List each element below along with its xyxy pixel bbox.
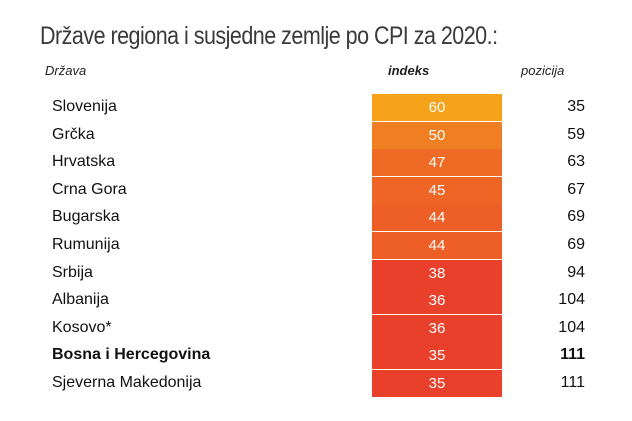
index-cell: 35 bbox=[372, 342, 502, 369]
index-cell: 36 bbox=[372, 287, 502, 314]
index-cell: 47 bbox=[372, 149, 502, 176]
index-cell: 50 bbox=[372, 122, 502, 149]
table-row: Crna Gora 45 67 bbox=[0, 176, 632, 204]
header-index: indeks bbox=[388, 63, 430, 78]
country-name: Crna Gora bbox=[52, 181, 127, 198]
country-name: Albanija bbox=[52, 291, 109, 308]
table-row: Hrvatska 47 63 bbox=[0, 148, 632, 176]
position-value: 94 bbox=[567, 264, 585, 281]
index-cell: 45 bbox=[372, 177, 502, 204]
position-value: 35 bbox=[567, 98, 585, 115]
table-row: Slovenija 60 35 bbox=[0, 93, 632, 121]
country-name: Hrvatska bbox=[52, 153, 116, 170]
header-position: pozicija bbox=[521, 63, 565, 78]
index-cell: 44 bbox=[372, 204, 502, 231]
table-row: Rumunija 44 69 bbox=[0, 231, 632, 259]
country-name: Bugarska bbox=[52, 208, 120, 225]
position-value: 104 bbox=[558, 319, 585, 336]
index-cell: 35 bbox=[372, 370, 502, 397]
country-name: Kosovo* bbox=[52, 319, 112, 336]
position-value: 111 bbox=[560, 374, 585, 391]
country-name: Slovenija bbox=[52, 98, 117, 115]
index-cell: 38 bbox=[372, 260, 502, 287]
position-value: 104 bbox=[558, 291, 585, 308]
country-name: Sjeverna Makedonija bbox=[52, 374, 202, 391]
table-row: Bosna i Hercegovina 35 111 bbox=[0, 341, 632, 369]
position-value: 111 bbox=[560, 346, 585, 363]
position-value: 59 bbox=[567, 126, 585, 143]
position-value: 67 bbox=[567, 181, 585, 198]
table-row: Albanija 36 104 bbox=[0, 286, 632, 314]
index-cell: 44 bbox=[372, 232, 502, 259]
table-row: Sjeverna Makedonija 35 111 bbox=[0, 369, 632, 397]
position-value: 69 bbox=[567, 236, 585, 253]
table-row: Grčka 50 59 bbox=[0, 121, 632, 149]
country-name: Srbija bbox=[52, 264, 93, 281]
table-row: Bugarska 44 69 bbox=[0, 203, 632, 231]
index-cell: 60 bbox=[372, 94, 502, 121]
position-value: 63 bbox=[567, 153, 585, 170]
country-name: Rumunija bbox=[52, 236, 120, 253]
table-row: Kosovo* 36 104 bbox=[0, 314, 632, 342]
index-cell: 36 bbox=[372, 315, 502, 342]
position-value: 69 bbox=[567, 208, 585, 225]
country-name: Bosna i Hercegovina bbox=[52, 346, 211, 363]
header-country: Država bbox=[45, 63, 87, 78]
chart-title: Države regiona i susjedne zemlje po CPI … bbox=[40, 22, 498, 50]
table-row: Srbija 38 94 bbox=[0, 259, 632, 287]
country-name: Grčka bbox=[52, 126, 95, 143]
